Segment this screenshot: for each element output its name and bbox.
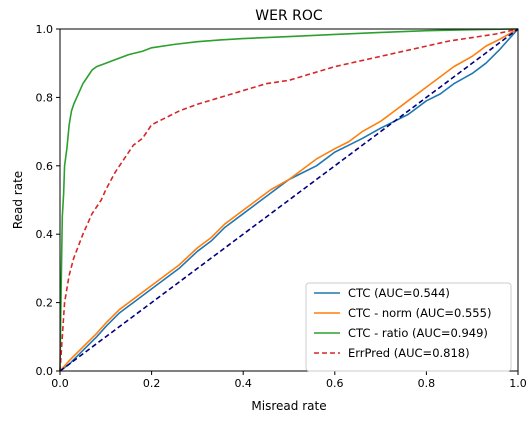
y-tick-label: 0.4	[36, 228, 54, 241]
y-tick-label: 1.0	[36, 23, 54, 36]
x-tick-label: 0.0	[51, 377, 69, 390]
x-tick-label: 0.2	[143, 377, 161, 390]
legend: CTC (AUC=0.544) CTC - norm (AUC=0.555) CTC…	[305, 282, 512, 372]
legend-label: CTC (AUC=0.544)	[348, 286, 450, 300]
legend-box	[305, 282, 512, 372]
x-tick-label: 1.0	[509, 377, 527, 390]
x-tick-label: 0.4	[234, 377, 252, 390]
legend-label: ErrPred (AUC=0.818)	[348, 346, 470, 360]
series-layer	[59, 28, 519, 372]
legend-label: CTC - norm (AUC=0.555)	[348, 306, 491, 320]
x-tick-label: 0.8	[418, 377, 436, 390]
y-tick-label: 0.8	[36, 91, 54, 104]
y-axis-label: Read rate	[11, 171, 25, 229]
x-tick-label: 0.6	[326, 377, 344, 390]
y-tick-label: 0.0	[36, 365, 54, 378]
chance-diagonal-line	[59, 28, 519, 372]
legend-label: CTC - ratio (AUC=0.949)	[348, 326, 488, 340]
plot-frame	[59, 28, 519, 372]
y-tick-label: 0.2	[36, 297, 54, 310]
series-line-2	[59, 28, 519, 372]
ticks-layer: 0.0 0.2 0.4 0.6 0.8 1.0 0.0 0.2 0.4 0.6 0.8 1.0	[36, 23, 527, 390]
y-tick-label: 0.6	[36, 160, 54, 173]
series-line-1	[59, 28, 519, 372]
chart-title: WER ROC	[255, 8, 323, 24]
series-line-0	[59, 28, 519, 372]
series-line-3	[59, 28, 519, 372]
x-axis-label: Misread rate	[251, 399, 326, 413]
